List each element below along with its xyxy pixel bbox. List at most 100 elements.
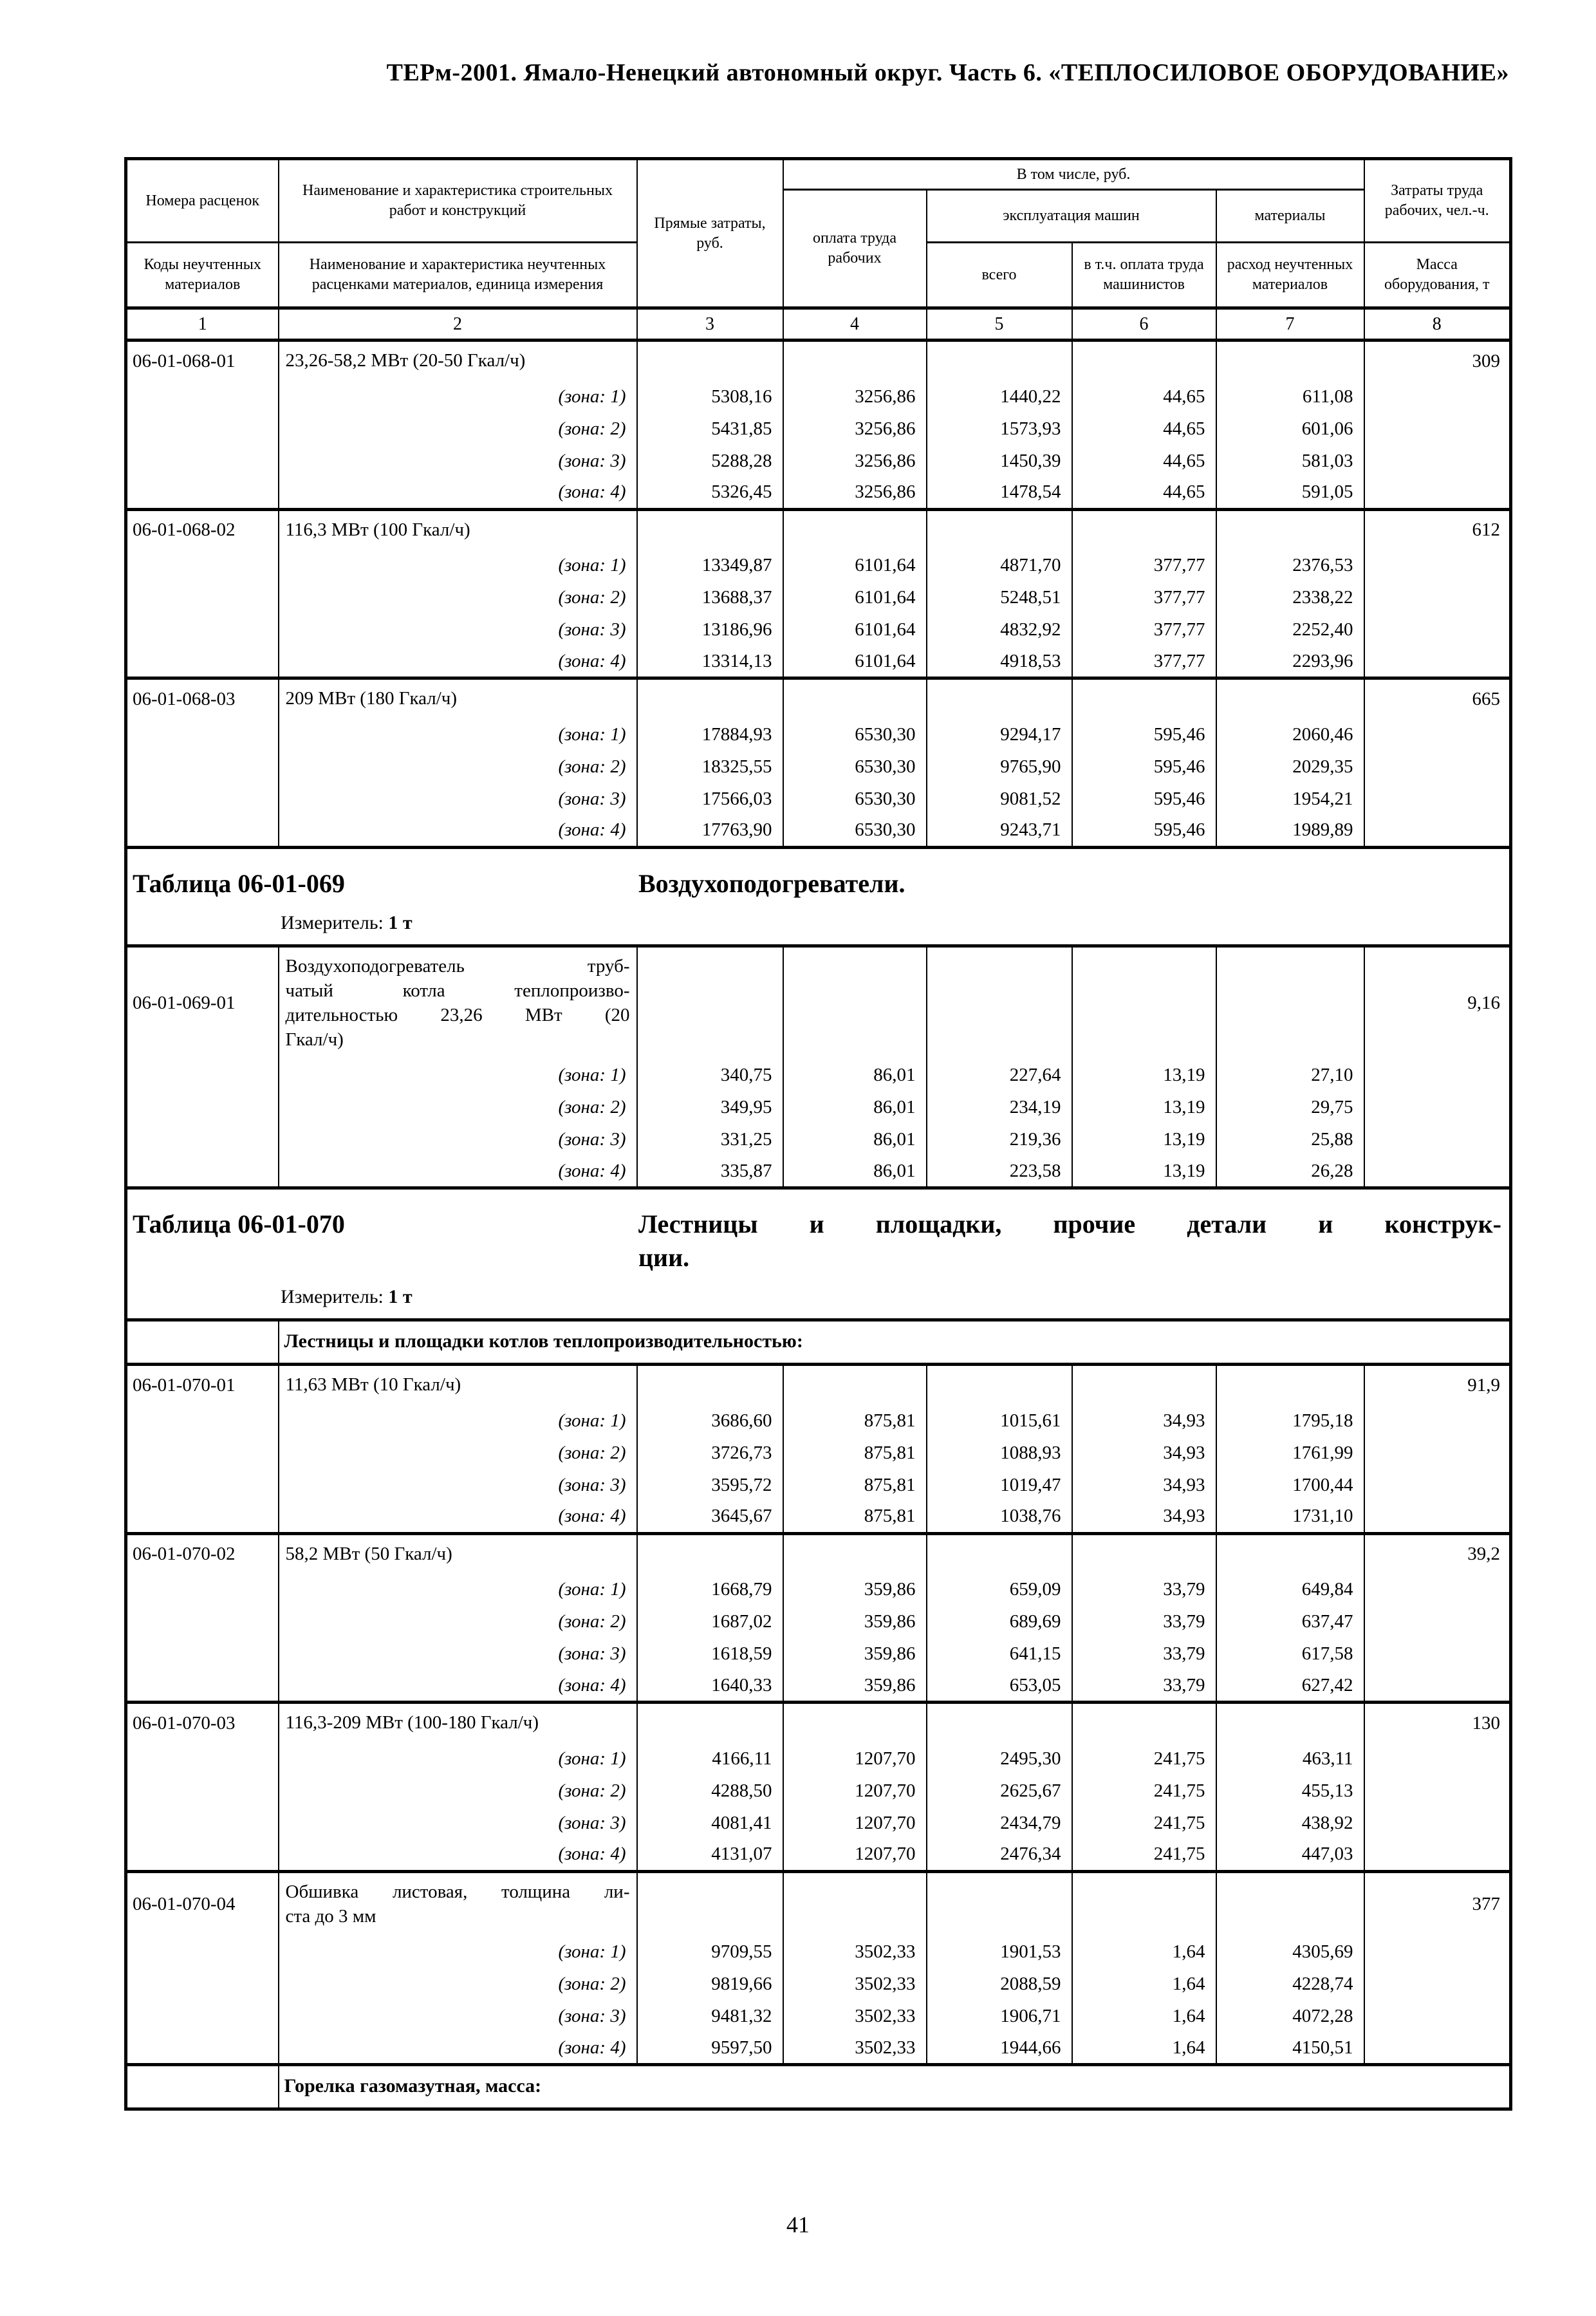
value-cell: 1450,39	[925, 445, 1073, 477]
empty-cell	[1363, 2032, 1512, 2065]
empty-cell	[1363, 1742, 1512, 1775]
zone-label: (зона: 2)	[277, 1605, 638, 1638]
document-page: ТЕРм-2001. Ямало-Ненецкий автономный окр…	[0, 58, 1596, 2237]
zone-row: (зона: 4) 9597,50 3502,33 1944,66 1,64 4150,5…	[125, 2032, 1512, 2065]
value-cell: 86,01	[782, 1155, 927, 1188]
value-cell: 1,64	[1071, 2000, 1217, 2033]
value-cell: 25,88	[1215, 1123, 1365, 1156]
value-cell: 29,75	[1215, 1091, 1365, 1124]
value-cell: 1019,47	[925, 1469, 1073, 1501]
value-cell: 3502,33	[782, 2000, 927, 2033]
empty-cell	[782, 1701, 927, 1742]
rate-description: 116,3 МВт (100 Гкал/ч)	[277, 507, 638, 550]
value-cell: 33,79	[1071, 1573, 1217, 1606]
value-cell: 875,81	[782, 1501, 927, 1533]
value-cell: 1478,54	[925, 477, 1073, 509]
value-cell: 4081,41	[636, 1807, 784, 1839]
rate-description: Обшивка листовая, толщина ли-ста до 3 мм	[277, 1869, 638, 1936]
empty-cell	[125, 477, 279, 509]
empty-cell	[125, 1437, 279, 1469]
zone-label: (зона: 1)	[277, 1742, 638, 1775]
zone-row: (зона: 1) 13349,87 6101,64 4871,70 377,77 237…	[125, 549, 1512, 582]
zone-label: (зона: 3)	[277, 445, 638, 477]
empty-cell	[1363, 1501, 1512, 1533]
empty-cell	[636, 1869, 784, 1936]
column-number: 6	[1071, 308, 1217, 342]
column-numbers-row: 1 2 3 4 5 6 7 8	[125, 308, 1512, 342]
value-cell: 223,58	[925, 1155, 1073, 1188]
table-heading-title: Лестницы и площадки, прочие детали и кон…	[638, 1208, 1504, 1275]
rate-code: 06-01-068-03	[125, 677, 279, 718]
rate-description: 209 МВт (180 Гкал/ч)	[277, 677, 638, 718]
empty-cell	[1363, 1573, 1512, 1606]
value-cell: 649,84	[1215, 1573, 1365, 1606]
empty-cell	[125, 1469, 279, 1501]
value-cell: 1015,61	[925, 1405, 1073, 1437]
empty-cell	[925, 677, 1073, 718]
empty-cell	[1363, 1059, 1512, 1092]
empty-cell	[1215, 677, 1365, 718]
empty-cell	[1363, 783, 1512, 815]
text-line: 116,3-209 МВт (100-180 Гкал/ч)	[285, 1712, 539, 1733]
value-cell: 377,77	[1071, 613, 1217, 646]
empty-cell	[1363, 2000, 1512, 2033]
zone-label: (зона: 1)	[277, 1936, 638, 1968]
zone-row: (зона: 1) 17884,93 6530,30 9294,17 595,46 206…	[125, 718, 1512, 751]
value-cell: 33,79	[1071, 1638, 1217, 1670]
zone-row: (зона: 1) 1668,79 359,86 659,09 33,79 649,84	[125, 1573, 1512, 1606]
mass-value: 130	[1363, 1701, 1512, 1742]
value-cell: 1640,33	[636, 1670, 784, 1703]
value-cell: 349,95	[636, 1091, 784, 1124]
zone-label: (зона: 4)	[277, 1839, 638, 1871]
empty-cell	[1363, 413, 1512, 445]
value-cell: 34,93	[1071, 1405, 1217, 1437]
zone-row: (зона: 1) 340,75 86,01 227,64 13,19 27,10	[125, 1059, 1512, 1092]
rate-row: 06-01-069-01 Воздухоподогреватель труб-ча…	[125, 944, 1512, 1060]
value-cell: 4871,70	[925, 549, 1073, 582]
value-cell: 1,64	[1071, 1936, 1217, 1968]
value-cell: 1944,66	[925, 2032, 1073, 2065]
value-cell: 13,19	[1071, 1123, 1217, 1156]
value-cell: 6101,64	[782, 613, 927, 646]
value-cell: 9709,55	[636, 1936, 784, 1968]
value-cell: 44,65	[1071, 413, 1217, 445]
value-cell: 659,09	[925, 1573, 1073, 1606]
zone-label: (зона: 1)	[277, 718, 638, 751]
zone-row: (зона: 4) 335,87 86,01 223,58 13,19 26,28	[125, 1155, 1512, 1188]
table-heading-row: Таблица 06-01-070 Лестницы и площадки, пр…	[125, 1186, 1512, 1320]
value-cell: 1573,93	[925, 413, 1073, 445]
text-line: ции.	[638, 1243, 690, 1272]
zone-label: (зона: 1)	[277, 1573, 638, 1606]
value-cell: 34,93	[1071, 1469, 1217, 1501]
value-cell: 5431,85	[636, 413, 784, 445]
value-cell: 595,46	[1071, 718, 1217, 751]
empty-cell	[1071, 1701, 1217, 1742]
value-cell: 5248,51	[925, 581, 1073, 614]
value-cell: 2376,53	[1215, 549, 1365, 582]
empty-cell	[1363, 1091, 1512, 1124]
table-heading-cell: Таблица 06-01-070 Лестницы и площадки, пр…	[125, 1186, 1512, 1320]
header-col2-bottom: Наименование и характеристика неучтенных…	[277, 241, 638, 310]
section-label: Лестницы и площадки котлов теплопроизвод…	[277, 1318, 1512, 1365]
zone-label: (зона: 3)	[277, 783, 638, 815]
text-line: 58,2 МВт (50 Гкал/ч)	[285, 1543, 452, 1564]
empty-cell	[1071, 1869, 1217, 1936]
header-col5: всего	[925, 241, 1073, 310]
value-cell: 3502,33	[782, 2032, 927, 2065]
text-line: 116,3 МВт (100 Гкал/ч)	[285, 519, 470, 540]
empty-cell	[125, 1605, 279, 1638]
empty-cell	[1363, 1437, 1512, 1469]
table-heading-row: Таблица 06-01-069 Воздухоподогреватели. Из…	[125, 845, 1512, 946]
empty-cell	[125, 783, 279, 815]
value-cell: 591,05	[1215, 477, 1365, 509]
header-machines: эксплуатация машин	[925, 189, 1217, 243]
empty-cell	[782, 1363, 927, 1405]
empty-cell	[1363, 1839, 1512, 1871]
text-line: Гкал/ч)	[285, 1029, 344, 1050]
empty-cell	[1363, 581, 1512, 614]
value-cell: 44,65	[1071, 445, 1217, 477]
column-number: 4	[782, 308, 927, 342]
empty-cell	[1363, 1155, 1512, 1188]
empty-cell	[925, 507, 1073, 550]
value-cell: 27,10	[1215, 1059, 1365, 1092]
